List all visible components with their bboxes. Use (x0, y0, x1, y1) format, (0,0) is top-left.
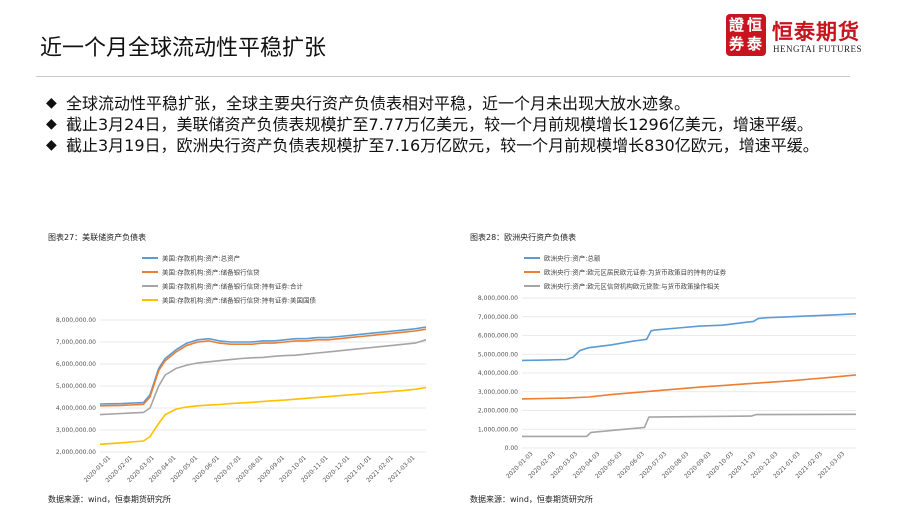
title-divider (36, 76, 850, 77)
bullet-item: ◆ 全球流动性平稳扩张，全球主要央行资产负债表相对平稳，近一个月未出现大放水迹象。 (44, 93, 824, 114)
y-tick-label: 5,000,000.00 (478, 351, 518, 358)
legend-label: 欧洲央行:资产:欧元区居民欧元证券:为货币政策目的持有的证券 (544, 268, 727, 277)
chart-plot: 8,000,000.00 7,000,000.00 6,000,000.00 5,00… (478, 254, 857, 480)
y-tick-label: 7,000,000.00 (478, 314, 518, 321)
seal-char: 恒 (747, 16, 763, 34)
fed-balance-sheet-chart: 图表27：美联储资产负债表 8,000,000.00 7,000,000.00 6,… (48, 232, 438, 504)
y-tick-label: 4,000,000.00 (478, 370, 518, 377)
series-line (522, 413, 857, 438)
y-tick-label: 4,000,000.00 (56, 405, 96, 412)
company-logo: 證 恒 券 泰 恒泰期货 HENGTAI FUTURES (726, 14, 876, 60)
seal-char: 泰 (747, 35, 763, 53)
bullet-text: 全球流动性平稳扩张，全球主要央行资产负债表相对平稳，近一个月未出现大放水迹象。 (66, 94, 691, 113)
series-line (99, 326, 427, 405)
chart-title: 图表28：欧洲央行资产负债表 (470, 233, 577, 242)
bullet-item: ◆ 截止3月24日，美联储资产负债表规模扩至7.77万亿美元，较一个月前规模增长1… (44, 114, 824, 135)
y-tick-label: 0.00 (505, 445, 519, 452)
series-line (99, 386, 427, 446)
ecb-balance-sheet-chart: 图表28：欧洲央行资产负债表 8,000,000.00 7,000,000.00 6… (470, 232, 862, 504)
logo-seal: 證 恒 券 泰 (726, 14, 766, 56)
bullet-text: 截止3月24日，美联储资产负债表规模扩至7.77万亿美元，较一个月前规模增长12… (66, 115, 813, 134)
chart-title: 图表27：美联储资产负债表 (48, 233, 147, 242)
series-line (521, 374, 857, 400)
y-tick-label: 1,000,000.00 (478, 426, 518, 433)
legend-label: 美国:存款机构:资产:储备银行信贷:持有证券:合计 (162, 282, 303, 291)
y-tick-label: 8,000,000.00 (56, 317, 96, 324)
series-line (99, 328, 427, 407)
bullet-item: ◆ 截止3月19日，欧洲央行资产负债表规模扩至7.16万亿欧元，较一个月前规模增长… (44, 135, 824, 156)
y-tick-label: 8,000,000.00 (478, 295, 518, 302)
series-line (521, 313, 857, 362)
diamond-bullet-icon: ◆ (46, 95, 57, 111)
legend-label: 美国:存款机构:资产:总资产 (162, 254, 241, 263)
brand-name: 恒泰期货 (772, 20, 860, 44)
diamond-bullet-icon: ◆ (46, 137, 57, 153)
y-tick-label: 5,000,000.00 (56, 383, 96, 390)
y-tick-label: 6,000,000.00 (56, 361, 96, 368)
seal-char: 券 (729, 35, 745, 53)
legend-label: 欧洲央行:资产:欧元区信贷机构欧元贷款:与货币政策操作相关 (544, 282, 720, 291)
y-tick-label: 3,000,000.00 (56, 427, 96, 434)
chart-source: 数据来源：wind，恒泰期货研究所 (470, 495, 593, 504)
page-title: 近一个月全球流动性平稳扩张 (40, 36, 327, 61)
legend-label: 美国:存款机构:资产:储备银行信贷:持有证券:美国国债 (162, 296, 316, 305)
y-tick-label: 6,000,000.00 (478, 333, 518, 340)
y-tick-label: 3,000,000.00 (478, 389, 518, 396)
legend-label: 欧洲央行:资产:总额 (544, 254, 601, 263)
chart-plot: 8,000,000.00 7,000,000.00 6,000,000.00 5,00… (56, 254, 427, 484)
brand-name-en: HENGTAI FUTURES (773, 44, 863, 54)
diamond-bullet-icon: ◆ (46, 116, 57, 132)
y-tick-label: 7,000,000.00 (56, 339, 96, 346)
y-tick-label: 2,000,000.00 (478, 408, 518, 415)
legend-label: 美国:存款机构:资产:储备银行信贷 (162, 268, 260, 277)
chart-source: 数据来源：wind，恒泰期货研究所 (48, 495, 171, 504)
seal-char: 證 (729, 16, 745, 34)
series-line (99, 339, 427, 416)
bullet-text: 截止3月19日，欧洲央行资产负债表规模扩至7.16万亿欧元，较一个月前规模增长8… (66, 136, 819, 155)
y-tick-label: 2,000,000.00 (56, 449, 96, 456)
bullet-list: ◆ 全球流动性平稳扩张，全球主要央行资产负债表相对平稳，近一个月未出现大放水迹象。… (44, 93, 824, 156)
